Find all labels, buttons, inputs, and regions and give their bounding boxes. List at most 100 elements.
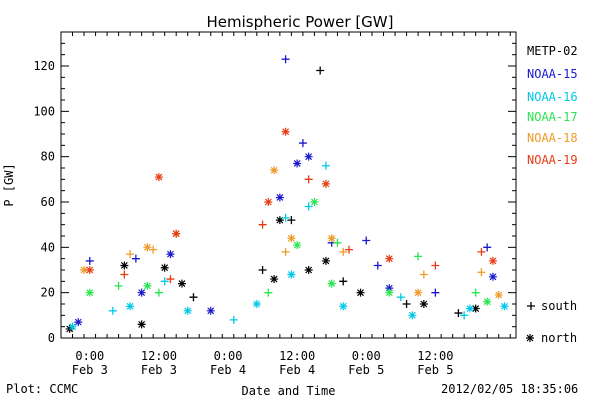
north-marker — [270, 166, 279, 175]
north-marker — [154, 173, 163, 182]
south-marker — [316, 66, 325, 75]
north-marker — [252, 300, 261, 308]
legend-north-label: north — [541, 331, 577, 345]
footer-plot-credit: Plot: CCMC — [6, 382, 79, 396]
north-marker — [500, 302, 509, 311]
north-marker — [310, 198, 319, 206]
south-marker — [120, 270, 129, 279]
north-marker — [488, 272, 497, 281]
south-marker — [258, 220, 267, 229]
north-marker — [166, 250, 175, 259]
north-marker — [488, 256, 497, 265]
north-marker — [74, 318, 83, 327]
north-marker — [321, 179, 330, 188]
x-tick-date-label: Feb 5 — [417, 363, 453, 377]
south-marker — [460, 311, 469, 320]
south-marker — [85, 256, 94, 265]
north-marker — [356, 288, 365, 297]
north-marker — [483, 297, 492, 306]
legend-noaa-19: NOAA-19 — [527, 153, 578, 167]
x-tick-label: 12:00 — [141, 349, 177, 363]
south-marker — [431, 288, 440, 297]
north-marker — [160, 263, 169, 272]
south-marker — [264, 288, 273, 297]
footer-timestamp: 2012/02/05 18:35:06 — [441, 382, 579, 396]
north-marker — [80, 266, 89, 274]
north-marker — [264, 198, 273, 206]
south-marker — [154, 288, 163, 297]
north-marker — [339, 302, 348, 311]
y-tick-label: 120 — [33, 59, 55, 73]
y-tick-label: 40 — [41, 240, 55, 254]
south-marker — [114, 281, 123, 290]
north-marker — [287, 270, 296, 279]
north-marker — [206, 306, 215, 315]
south-marker — [373, 261, 382, 270]
north-marker — [304, 266, 313, 274]
legend-noaa-15: NOAA-15 — [527, 67, 578, 81]
south-marker — [477, 268, 486, 277]
south-marker — [527, 302, 535, 310]
legend-noaa-17: NOAA-17 — [527, 110, 578, 124]
south-marker — [126, 250, 135, 259]
south-marker — [229, 315, 238, 324]
south-marker — [321, 161, 330, 170]
north-marker — [281, 127, 290, 136]
south-marker — [431, 261, 440, 270]
south-marker — [339, 247, 348, 256]
x-axis-label: Date and Time — [242, 384, 336, 398]
north-marker — [494, 290, 503, 299]
south-marker — [304, 202, 313, 211]
north-marker — [85, 288, 94, 297]
x-tick-label: 0:00 — [75, 349, 104, 363]
south-marker — [344, 245, 353, 254]
north-marker — [183, 306, 192, 315]
north-marker — [321, 256, 330, 265]
chart-title: Hemispheric Power [GW] — [206, 13, 394, 31]
north-marker — [126, 302, 135, 311]
north-marker — [385, 288, 394, 297]
x-tick-date-label: Feb 3 — [141, 363, 177, 377]
legend-noaa-18: NOAA-18 — [527, 131, 578, 145]
north-marker — [287, 234, 296, 243]
south-marker — [131, 254, 140, 263]
north-marker — [419, 300, 428, 308]
south-marker — [189, 293, 198, 302]
north-marker — [275, 193, 284, 202]
x-tick-label: 12:00 — [417, 349, 453, 363]
north-marker — [408, 311, 417, 320]
north-marker — [327, 279, 336, 288]
north-marker — [414, 288, 423, 297]
south-marker — [414, 252, 423, 261]
y-tick-label: 100 — [33, 104, 55, 118]
plot-frame — [60, 31, 517, 339]
south-marker — [419, 270, 428, 279]
south-marker — [281, 247, 290, 256]
north-marker — [172, 229, 181, 238]
north-marker — [137, 320, 146, 329]
x-tick-date-label: Feb 4 — [279, 363, 315, 377]
north-marker — [270, 275, 279, 284]
north-marker — [385, 254, 394, 263]
north-marker — [465, 304, 474, 313]
north-marker — [293, 241, 302, 250]
y-tick-label: 60 — [41, 195, 55, 209]
north-marker — [304, 152, 313, 161]
north-marker — [471, 304, 480, 313]
south-marker — [477, 247, 486, 256]
south-marker — [304, 175, 313, 184]
south-marker — [281, 55, 290, 64]
north-marker — [275, 216, 284, 225]
south-marker — [471, 288, 480, 297]
north-marker — [293, 159, 302, 168]
legend-metp-02: METP-02 — [527, 44, 578, 58]
x-tick-date-label: Feb 4 — [210, 363, 246, 377]
south-marker — [396, 293, 405, 302]
north-marker — [143, 243, 152, 252]
legend-south-label: south — [541, 299, 577, 313]
y-tick-label: 80 — [41, 150, 55, 164]
north-marker — [137, 288, 146, 297]
south-marker — [362, 236, 371, 245]
south-marker — [258, 266, 267, 274]
